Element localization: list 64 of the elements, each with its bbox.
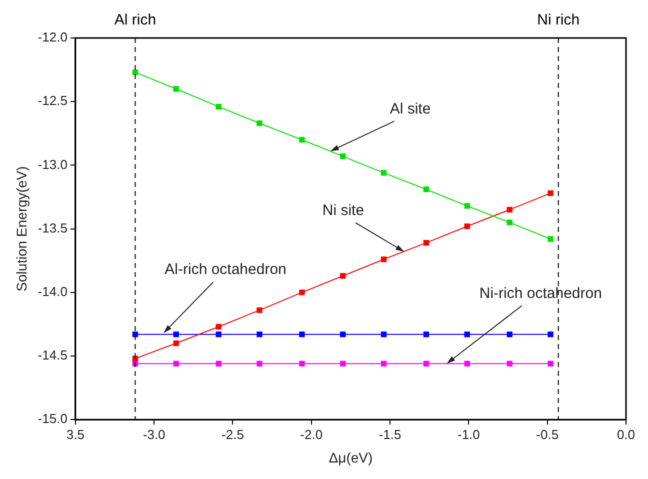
point (548, 360, 554, 366)
point (423, 360, 430, 366)
y-tick-label: -12.5 (38, 93, 68, 108)
x-tick-label: 0.0 (616, 426, 636, 442)
point (506, 360, 512, 366)
point (380, 256, 387, 262)
y-axis-title: Solution Energy(eV) (13, 166, 30, 292)
y-tick-label: -13.0 (38, 156, 68, 172)
x-tick-label: 3.5 (66, 426, 84, 442)
y-tick-label: -13.5 (38, 220, 68, 236)
x-axis-title: Δμ(eV) (328, 449, 373, 466)
x-tick-label: -2.0 (300, 426, 323, 442)
point (216, 332, 222, 338)
point (423, 332, 430, 338)
point (299, 136, 305, 143)
point (464, 332, 470, 338)
point (216, 360, 222, 366)
x-tick-label: -3.0 (142, 426, 166, 442)
annotation: Ni-rich octahedron (479, 284, 602, 302)
point (464, 203, 470, 209)
point (380, 170, 387, 176)
point (299, 360, 305, 366)
point (506, 332, 512, 338)
point (132, 70, 138, 76)
y-tick-label: -12.0 (38, 30, 68, 45)
y-tick-label: -14.5 (38, 348, 68, 363)
point (173, 340, 179, 346)
point (256, 332, 262, 338)
point (464, 223, 470, 230)
point (506, 206, 512, 213)
annotation: Ni site (322, 202, 364, 219)
annotation: Al-rich octahedron (164, 261, 286, 278)
point (548, 190, 554, 196)
point (380, 332, 387, 338)
x-tick-label: -1.0 (457, 426, 480, 442)
point (256, 307, 262, 314)
point (340, 360, 346, 366)
ref-line-label: Ni rich (537, 12, 580, 29)
point (256, 360, 262, 366)
point (173, 86, 179, 92)
point (423, 186, 430, 192)
point (216, 104, 222, 110)
point (548, 236, 554, 242)
point (423, 240, 430, 246)
y-tick-label: -14.0 (38, 284, 68, 299)
y-tick-label: -15.0 (38, 411, 68, 426)
point (216, 324, 222, 330)
x-tick-label: -2.5 (222, 426, 244, 442)
point (340, 273, 346, 279)
point (380, 360, 387, 366)
point (173, 332, 179, 338)
point (340, 332, 346, 338)
point (256, 120, 262, 126)
ref-line-label: Al rich (114, 12, 156, 29)
point (464, 360, 470, 366)
point (548, 332, 554, 338)
point (340, 153, 346, 160)
annotation: Al site (390, 100, 431, 118)
point (299, 290, 305, 296)
point (506, 220, 512, 226)
point (299, 332, 305, 338)
point (173, 360, 179, 366)
x-tick-label: -0.5 (536, 426, 559, 442)
x-tick-label: -1.5 (378, 426, 402, 442)
